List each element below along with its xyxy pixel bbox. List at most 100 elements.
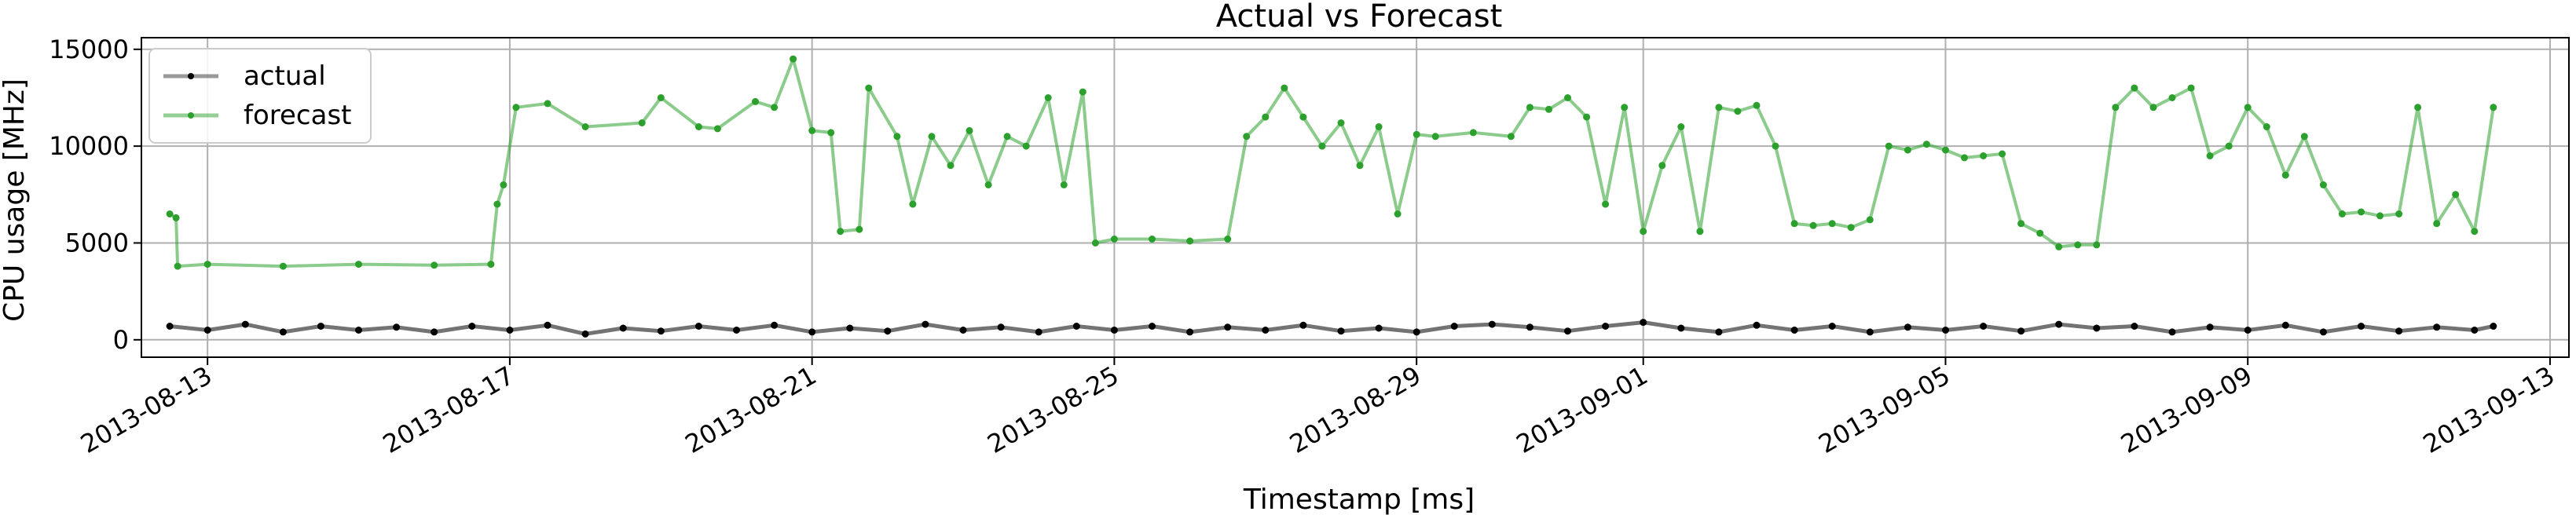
data-point-forecast [1942, 146, 1949, 154]
data-point-actual [2395, 327, 2403, 335]
data-point-forecast [487, 261, 495, 268]
data-point-forecast [1044, 94, 1052, 101]
data-point-forecast [2319, 181, 2327, 188]
data-point-forecast [752, 97, 759, 105]
data-point-actual [1677, 324, 1685, 332]
data-point-forecast [1885, 142, 1893, 150]
data-point-forecast [1545, 105, 1552, 113]
data-point-actual [1110, 327, 1118, 334]
legend-marker-forecast [188, 112, 194, 119]
x-axis-label: Timestamp [ms] [1243, 484, 1475, 515]
data-point-forecast [431, 261, 438, 269]
data-point-actual [2244, 327, 2252, 334]
data-point-forecast [1110, 236, 1118, 243]
data-point-forecast [1715, 104, 1723, 111]
data-point-forecast [966, 126, 973, 134]
data-point-forecast [1394, 210, 1402, 217]
data-point-forecast [2414, 104, 2422, 111]
data-point-forecast [2036, 229, 2044, 237]
data-point-actual [2319, 328, 2327, 336]
data-point-actual [1904, 323, 1911, 331]
data-point-forecast [1375, 123, 1383, 130]
data-point-actual [1337, 327, 1345, 335]
y-tick-label: 5000 [65, 228, 129, 258]
data-point-forecast [174, 262, 181, 270]
data-point-actual [2168, 328, 2176, 336]
data-point-forecast [1337, 119, 1345, 126]
data-point-forecast [638, 119, 646, 126]
data-point-actual [317, 323, 324, 330]
data-point-actual [468, 323, 476, 330]
data-point-forecast [713, 125, 721, 133]
data-point-forecast [865, 84, 873, 92]
data-point-forecast [1847, 224, 1855, 232]
data-point-forecast [1356, 162, 1364, 170]
y-tick-label: 10000 [49, 131, 129, 161]
data-point-forecast [657, 94, 665, 101]
data-point-actual [619, 324, 627, 332]
data-point-actual [2490, 323, 2497, 330]
data-point-forecast [1079, 88, 1086, 96]
data-point-actual [733, 327, 740, 334]
data-point-forecast [2395, 210, 2403, 217]
data-point-actual [279, 328, 287, 336]
data-point-actual [959, 327, 967, 334]
data-point-forecast [1828, 220, 1836, 228]
data-point-forecast [2074, 241, 2082, 249]
data-point-forecast [2055, 243, 2063, 250]
series-line-forecast [169, 57, 2495, 268]
data-point-forecast [166, 210, 174, 217]
data-point-forecast [2112, 104, 2120, 111]
data-point-forecast [1922, 141, 1930, 148]
grid-lines [141, 38, 2569, 357]
data-point-forecast [203, 261, 211, 268]
data-point-forecast [2244, 104, 2252, 111]
data-point-forecast [1091, 239, 1099, 247]
data-point-forecast [2281, 171, 2289, 179]
data-point-actual [1375, 324, 1383, 332]
data-point-actual [431, 328, 438, 336]
data-point-forecast [1149, 236, 1156, 243]
data-point-forecast [1621, 104, 1629, 111]
data-point-forecast [2433, 220, 2441, 228]
data-point-forecast [2187, 84, 2195, 92]
data-point-forecast [790, 55, 797, 63]
data-point-actual [808, 328, 816, 336]
y-tick-label: 0 [113, 325, 129, 355]
data-point-actual [506, 327, 514, 334]
data-point-forecast [694, 123, 702, 130]
data-point-actual [657, 327, 665, 335]
data-point-forecast [1583, 113, 1591, 121]
data-point-actual [1715, 328, 1723, 336]
data-point-forecast [771, 104, 779, 111]
data-point-actual [1942, 327, 1949, 334]
data-point-actual [1526, 323, 1534, 331]
data-point-forecast [1003, 133, 1011, 141]
chart-title: Actual vs Forecast [1216, 0, 1503, 35]
data-point-forecast [1772, 142, 1779, 150]
data-point-actual [1186, 328, 1194, 336]
data-point-forecast [1866, 216, 1874, 224]
data-point-actual [2471, 327, 2479, 334]
data-point-actual [544, 321, 551, 329]
data-point-forecast [1318, 142, 1326, 150]
data-point-forecast [2490, 104, 2497, 111]
data-point-actual [1828, 323, 1836, 330]
data-point-forecast [1980, 152, 1988, 159]
data-point-forecast [1904, 146, 1911, 154]
data-point-actual [884, 327, 892, 335]
data-point-forecast [1526, 104, 1534, 111]
data-point-actual [581, 330, 589, 338]
data-point-forecast [2471, 228, 2479, 236]
data-point-actual [355, 327, 362, 334]
data-point-forecast [1696, 228, 1704, 236]
data-point-actual [393, 323, 401, 331]
data-point-forecast [928, 133, 936, 141]
data-point-forecast [1186, 237, 1194, 245]
data-point-forecast [1753, 101, 1761, 109]
data-point-forecast [1640, 228, 1647, 236]
data-point-forecast [827, 129, 835, 137]
plot-series [166, 55, 2497, 338]
data-point-forecast [1602, 200, 1610, 208]
